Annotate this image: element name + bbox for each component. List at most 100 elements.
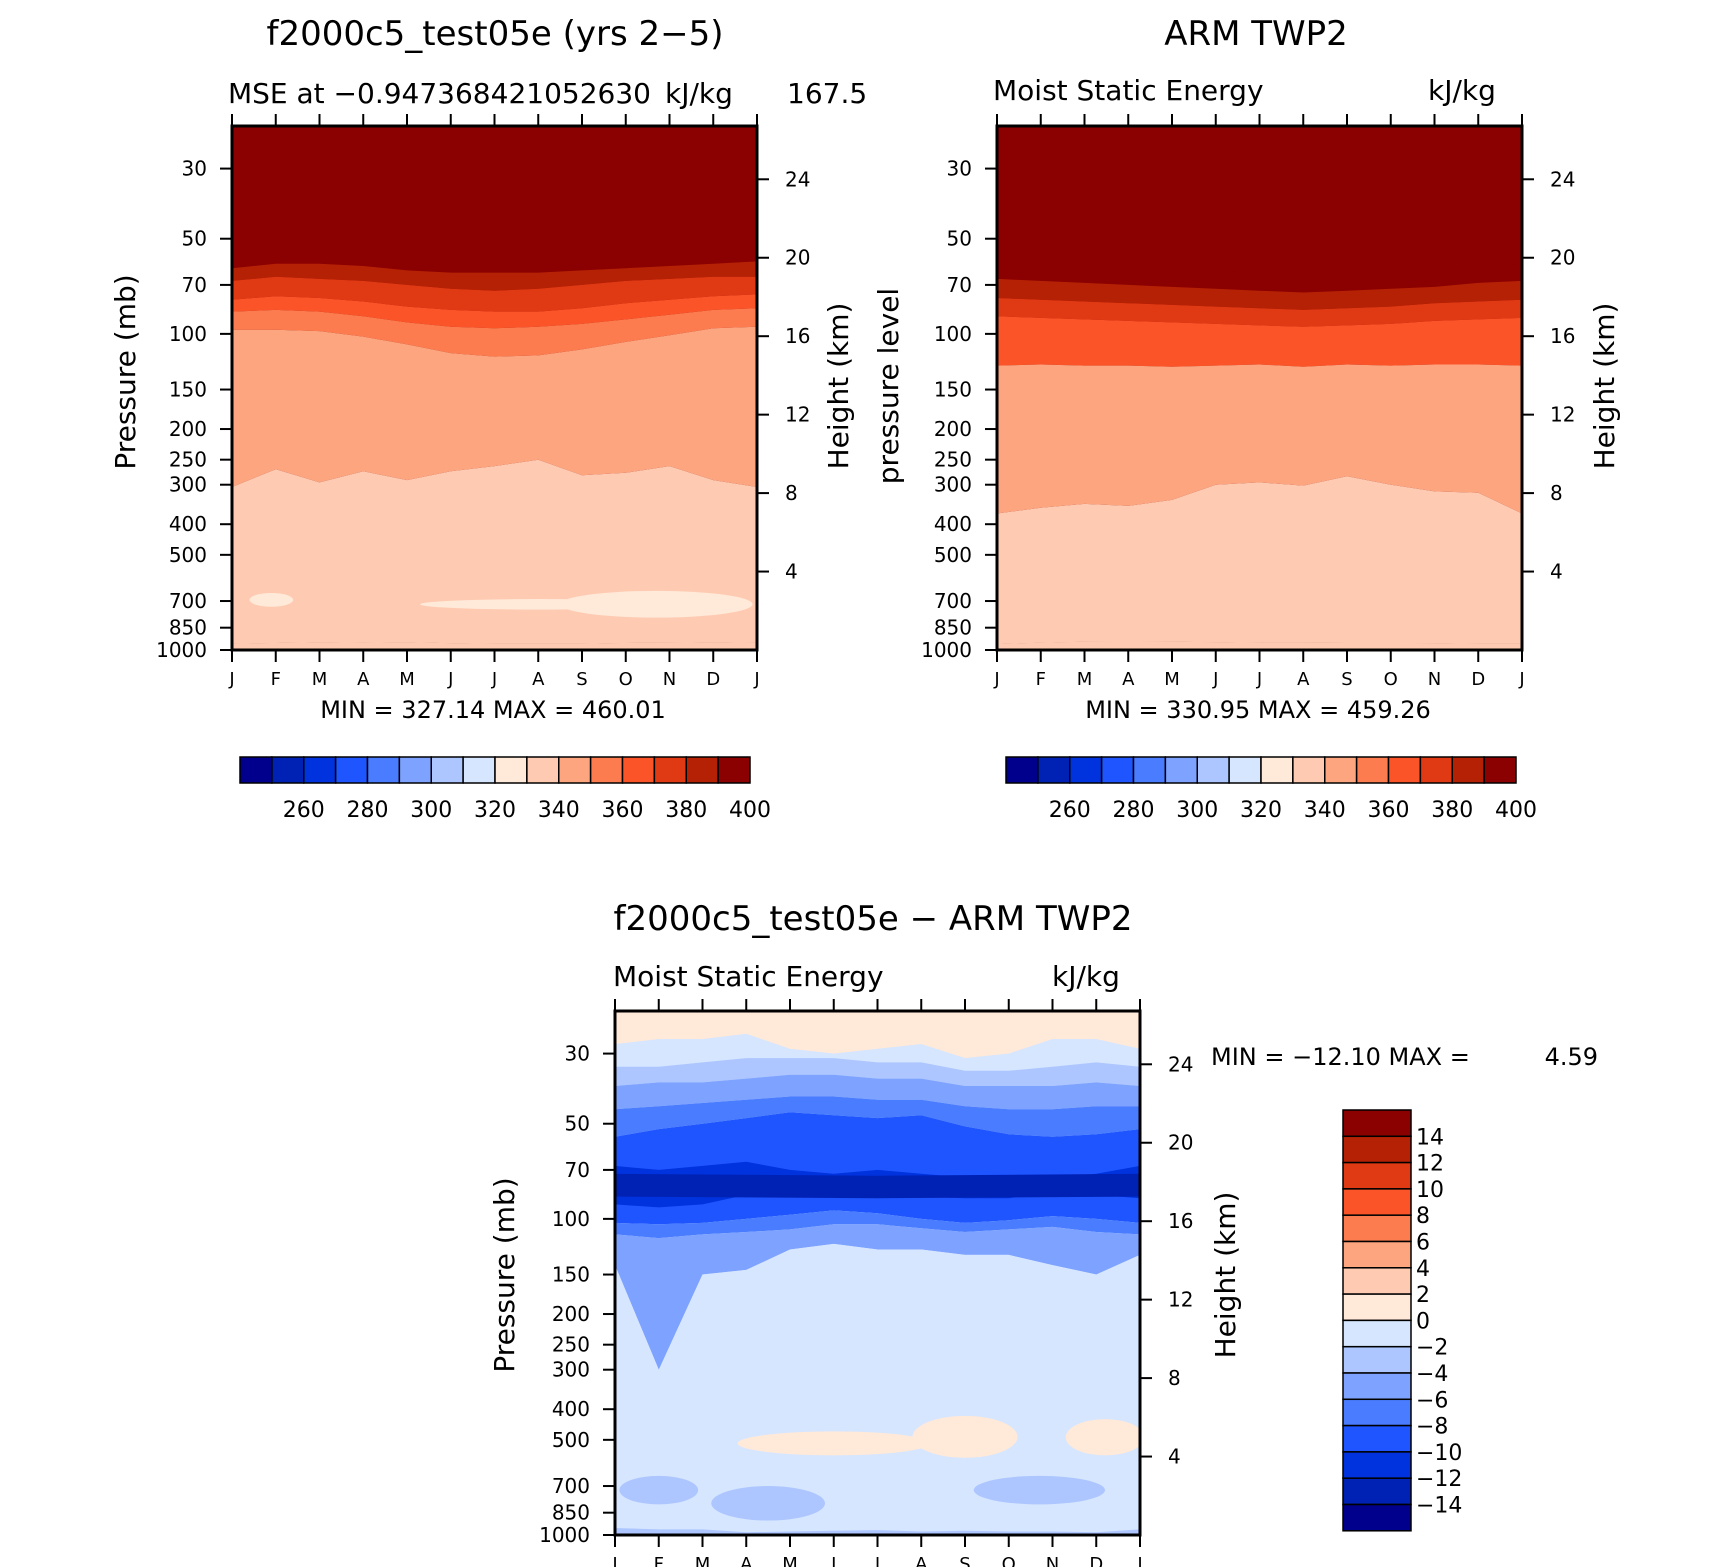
diff-xtick-label: A: [740, 1554, 753, 1567]
obs-ylabel2: Height (km): [1588, 303, 1621, 470]
panel-model: f2000c5_test05e (yrs 2−5) MSE at −0.9473…: [109, 14, 867, 823]
diff-band: [615, 1224, 1140, 1370]
model-band: [232, 308, 757, 357]
diff-cbar-swatch: [1342, 1424, 1412, 1453]
obs-ytick-label: 400: [934, 512, 972, 536]
obs-cbar-swatch: [1483, 756, 1517, 784]
model-htick-label: 20: [785, 246, 810, 270]
model-ytick-label: 850: [169, 616, 207, 640]
model-ytick-label: 70: [182, 273, 207, 297]
diff-title: f2000c5_test05e − ARM TWP2: [614, 899, 1133, 939]
obs-ylabel: pressure level: [872, 288, 905, 484]
model-cbar-swatch: [366, 756, 401, 784]
model-xtick-label: A: [532, 669, 545, 690]
diff-htick-label: 20: [1168, 1131, 1193, 1155]
obs-subtitle-left: Moist Static Energy: [993, 74, 1264, 107]
obs-ytick-label: 700: [934, 589, 972, 613]
diff-ytick-label: 250: [552, 1333, 590, 1357]
panel-diff: f2000c5_test05e − ARM TWP2 Moist Static …: [488, 899, 1598, 1567]
model-cbar-swatch: [462, 756, 496, 784]
diff-ytick-label: 850: [552, 1501, 590, 1525]
obs-xtick-label: A: [1297, 669, 1310, 690]
diff-xtick-label: M: [695, 1554, 711, 1567]
model-cbar-label: 320: [474, 798, 516, 823]
model-htick-label: 16: [785, 324, 810, 348]
obs-cbar-swatch: [1228, 756, 1262, 784]
obs-cbar-swatch: [1451, 756, 1485, 784]
diff-ytick-label: 30: [565, 1042, 590, 1066]
obs-ytick-label: 30: [947, 157, 972, 181]
diff-xtick-label: J: [830, 1554, 836, 1567]
obs-cbar-swatch: [1069, 756, 1103, 784]
model-xtick-label: J: [228, 669, 234, 690]
diff-cbar-swatch: [1342, 1372, 1412, 1401]
diff-band: [615, 1210, 1140, 1239]
obs-colorbar: 260 280 300 320 340 360 380 400: [1005, 756, 1537, 823]
model-colorbar: 260 280 300 320 340 360 380 400: [239, 756, 771, 823]
obs-stats: MIN = 330.95 MAX = 459.26: [1085, 696, 1431, 724]
diff-cbar-swatch: [1342, 1240, 1412, 1269]
model-htick-label: 12: [785, 403, 810, 427]
model-subtitle-extra: 167.5: [787, 77, 867, 110]
model-ytick-label: 100: [169, 322, 207, 346]
obs-band: [997, 261, 1522, 293]
model-ytick-label: 150: [169, 378, 207, 402]
obs-ytick-label: 50: [947, 227, 972, 251]
obs-ytick-label: 70: [947, 273, 972, 297]
obs-band: [997, 278, 1522, 310]
obs-subtitle-right: kJ/kg: [1428, 74, 1496, 107]
model-xtick-label: A: [357, 669, 370, 690]
model-cbar-label: 280: [347, 798, 389, 823]
diff-cbar-swatch: [1342, 1161, 1412, 1190]
model-xtick-label: M: [399, 669, 415, 690]
diff-cbar-label: −8: [1416, 1415, 1448, 1440]
diff-cbar-label: 4: [1416, 1257, 1430, 1282]
obs-cbar-label: 300: [1176, 798, 1218, 823]
model-cbar-swatch: [558, 756, 592, 784]
model-xtick-label: F: [271, 669, 281, 690]
obs-band: [997, 476, 1522, 645]
diff-xtick-label: J: [1136, 1554, 1142, 1567]
model-ylabel: Pressure (mb): [109, 274, 142, 469]
obs-xtick-label: A: [1122, 669, 1135, 690]
diff-band: [615, 1096, 1140, 1137]
obs-cbar-swatch: [1164, 756, 1198, 784]
obs-htick-label: 8: [1550, 481, 1563, 505]
obs-xtick-label: M: [1077, 669, 1093, 690]
model-band: [232, 244, 757, 273]
obs-xtick-label: J: [1256, 669, 1262, 690]
obs-ytick-label: 500: [934, 543, 972, 567]
obs-band: [997, 298, 1522, 327]
obs-cbar-label: 380: [1431, 798, 1473, 823]
model-band: [232, 276, 757, 312]
diff-cbar-label: −14: [1416, 1494, 1462, 1519]
diff-band: [615, 1074, 1140, 1110]
diff-ytick-label: 1000: [539, 1523, 590, 1547]
model-cbar-swatch: [430, 756, 464, 784]
obs-xtick-label: D: [1471, 669, 1485, 690]
diff-xtick-label: M: [782, 1554, 798, 1567]
obs-cbar-swatch: [1037, 756, 1071, 784]
obs-ytick-label: 1000: [921, 638, 972, 662]
model-cbar-swatch: [717, 756, 751, 784]
diff-ytick-label: 150: [552, 1263, 590, 1287]
obs-cbar-label: 400: [1495, 798, 1537, 823]
diff-cbar-swatch: [1342, 1477, 1412, 1506]
diff-xtick-label: D: [1089, 1554, 1103, 1567]
model-cbar-swatch: [334, 756, 369, 784]
obs-cbar-swatch: [1005, 756, 1039, 784]
diff-cbar-label: 12: [1416, 1152, 1444, 1177]
obs-cbar-swatch: [1100, 756, 1135, 784]
obs-cbar-swatch: [1260, 756, 1294, 784]
diff-cbar-label: −12: [1416, 1467, 1462, 1492]
model-cbar-swatch: [271, 756, 305, 784]
obs-band-bottom: [997, 641, 1522, 650]
obs-band: [997, 316, 1522, 367]
diff-cbar-label: 0: [1416, 1309, 1430, 1334]
diff-band: [615, 1011, 1140, 1059]
diff-subtitle-right: kJ/kg: [1052, 960, 1120, 993]
obs-xtick-label: S: [1341, 669, 1352, 690]
diff-cbar-label: 6: [1416, 1231, 1430, 1256]
model-cbar-swatch: [494, 756, 528, 784]
